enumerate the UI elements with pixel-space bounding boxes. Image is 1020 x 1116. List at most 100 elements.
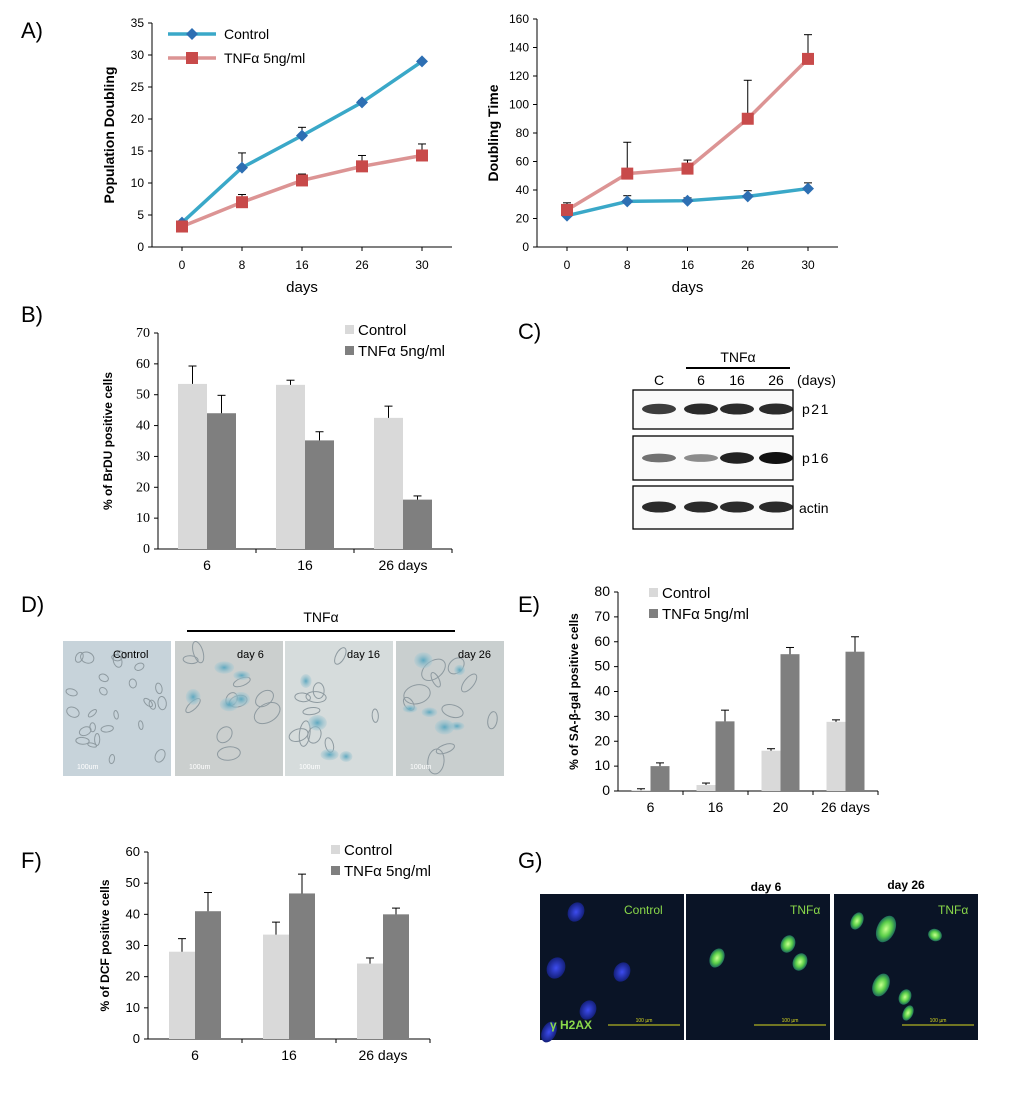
y-tick-label: 120 <box>509 69 529 83</box>
cell-outline <box>403 684 431 705</box>
y-tick-label: 30 <box>131 48 145 62</box>
legend-swatch <box>345 325 354 334</box>
western-band-p21 <box>642 403 676 415</box>
cell-outline <box>143 697 153 708</box>
if-condition-label: TNFα <box>938 903 968 917</box>
cell-outline <box>487 711 498 730</box>
nucleus <box>850 912 864 930</box>
x-tick-label: 16 <box>297 557 313 573</box>
y-tick-label: 160 <box>509 12 529 26</box>
y-axis-label: Population Doubling <box>101 67 117 204</box>
senescent-cell-stain <box>307 715 327 731</box>
cell-outline <box>312 682 325 699</box>
legend-label: TNFα 5ng/ml <box>344 863 431 880</box>
micrograph-background <box>285 641 393 776</box>
panel-label-g: G) <box>518 848 542 873</box>
cell-outline <box>78 726 92 737</box>
x-tick-label: 30 <box>415 258 429 272</box>
if-panel-background <box>686 894 830 1040</box>
nucleus <box>928 928 942 942</box>
bar-tnf <box>207 413 236 549</box>
y-axis-label: Doubling Time <box>485 84 501 181</box>
panel-label-c: C) <box>518 319 541 344</box>
if-panel-0: Control 100 µm <box>540 894 684 1043</box>
y-tick-label: 60 <box>594 633 610 649</box>
legend-label: TNFα 5ng/ml <box>662 606 749 623</box>
micrograph-scale-label: 100um <box>299 764 321 771</box>
cell-outline <box>80 651 95 664</box>
data-point-control <box>681 194 694 207</box>
senescent-cell-stain <box>421 707 438 718</box>
if-condition-label: Control <box>624 903 663 917</box>
micrograph-scale-label: 100um <box>189 764 211 771</box>
nucleus <box>902 1005 914 1021</box>
cell-outline <box>302 706 321 716</box>
nucleus <box>792 953 808 971</box>
legend-label: Control <box>358 322 406 339</box>
x-tick-label: 6 <box>203 557 211 573</box>
cell-outline <box>155 682 163 695</box>
cell-outline <box>435 743 455 755</box>
data-point-tnf <box>296 174 308 187</box>
x-tick-label: 0 <box>179 258 186 272</box>
cell-outline <box>134 662 145 671</box>
x-tick-label: 8 <box>624 258 631 272</box>
cell-outline <box>74 651 84 663</box>
bar-control <box>826 721 846 791</box>
if-panel-2: TNFα 100 µm <box>834 894 978 1040</box>
data-point-control <box>741 190 754 203</box>
senescent-cell-stain <box>214 661 235 674</box>
y-tick-label: 15 <box>131 144 145 158</box>
bar-control <box>374 417 403 549</box>
y-tick-label: 60 <box>126 844 140 859</box>
data-point-control <box>236 161 248 174</box>
y-tick-label: 20 <box>136 480 150 495</box>
western-band-p21 <box>684 403 718 415</box>
y-tick-label: 50 <box>594 658 610 674</box>
bar-control <box>169 951 195 1039</box>
micro-tnf-header: TNFα <box>303 609 338 625</box>
cell-outline <box>100 725 114 733</box>
cell-outline <box>461 673 478 693</box>
x-tick-label: 20 <box>773 799 789 815</box>
legend-swatch <box>649 609 658 618</box>
legend-swatch <box>331 866 340 875</box>
y-tick-label: 140 <box>509 41 529 55</box>
western-band-p16 <box>720 452 754 464</box>
bar-tnf <box>383 914 409 1039</box>
cell-outline <box>154 749 166 763</box>
data-point-control <box>802 182 814 195</box>
data-point-tnf <box>176 220 188 233</box>
legend-swatch <box>331 845 340 854</box>
micrograph-day: day 16 100um <box>285 641 393 776</box>
x-tick-label: 26 <box>355 258 369 272</box>
cell-outline <box>253 701 281 725</box>
x-tick-label: 6 <box>647 799 655 815</box>
cell-outline <box>216 726 233 744</box>
series-line-tnf <box>566 57 810 212</box>
bar-tnf <box>305 440 334 549</box>
x-tick-label: 16 <box>708 799 724 815</box>
data-point-tnf <box>621 167 634 180</box>
cell-outline <box>113 710 119 720</box>
cell-outline <box>65 688 78 697</box>
bar-control <box>178 383 207 549</box>
western-lane-label: 26 <box>768 372 784 388</box>
western-band-p21 <box>720 403 754 415</box>
brdu-bar-chart: 0 10 20 30 40 50 60 70 6 16 26 days % of BrDU posit… <box>101 322 453 573</box>
y-tick-label: 100 <box>509 98 529 112</box>
y-tick-label: 5 <box>137 208 144 222</box>
scale-bar-label: 100 µm <box>930 1018 947 1024</box>
data-point-tnf <box>802 52 814 65</box>
nucleus <box>567 902 585 922</box>
micrograph-label: day 26 <box>458 649 491 661</box>
x-tick-label: 16 <box>281 1047 297 1063</box>
series-line-control <box>180 59 423 224</box>
scale-bar-label: 100 µm <box>636 1018 653 1024</box>
nucleus <box>780 935 796 953</box>
y-tick-label: 60 <box>516 155 530 169</box>
y-tick-label: 20 <box>594 732 610 748</box>
y-tick-label: 10 <box>131 176 145 190</box>
